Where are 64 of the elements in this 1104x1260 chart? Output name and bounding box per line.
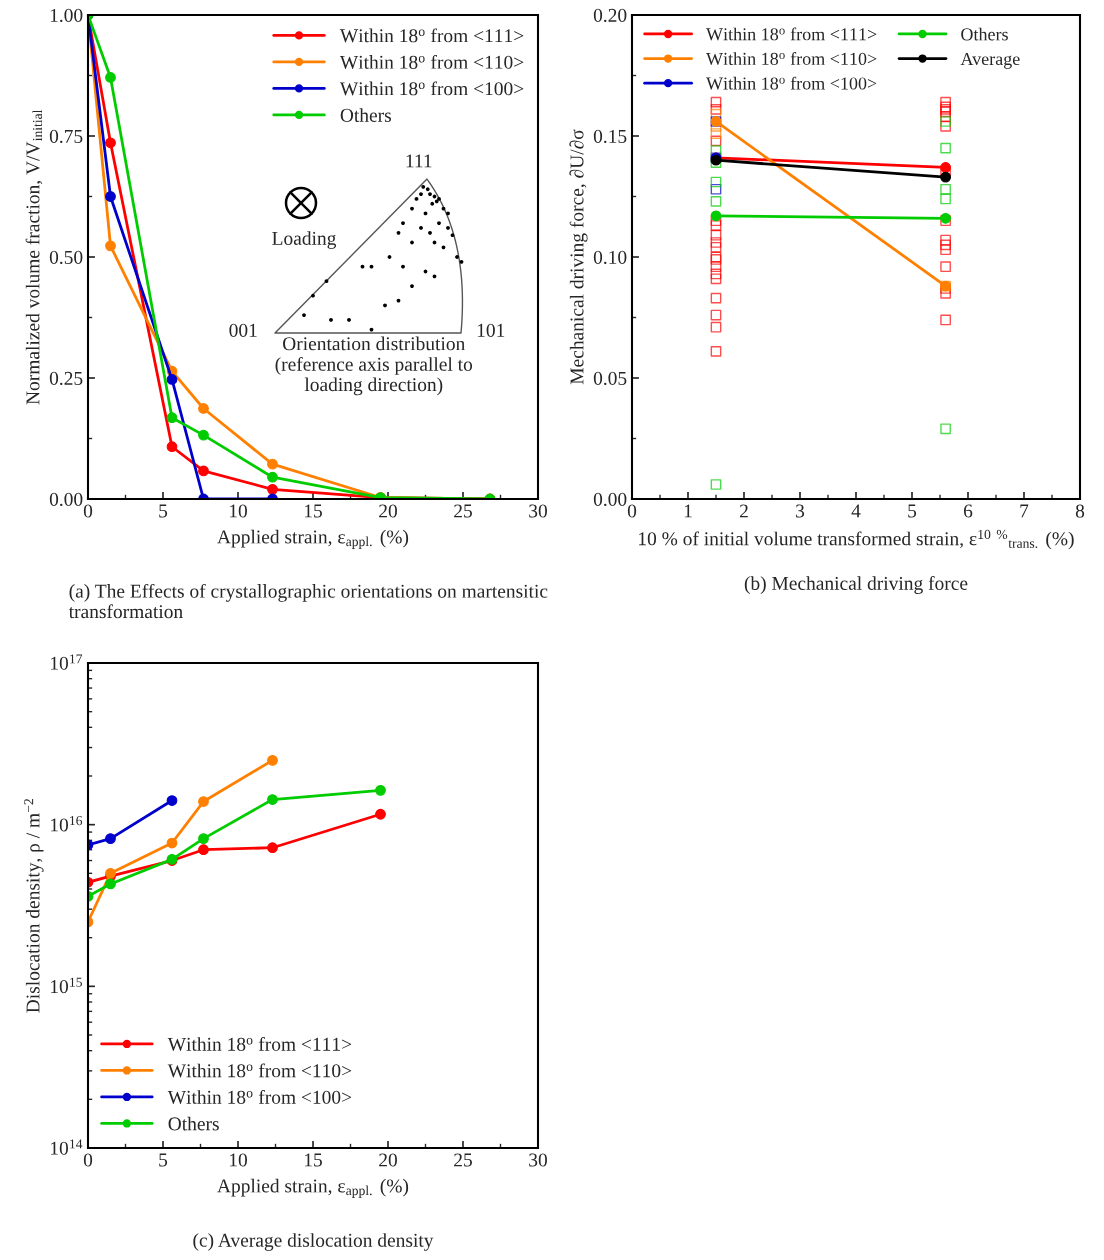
y-tick-label: 0.00	[49, 492, 83, 507]
y-tick-label: 0.05	[593, 371, 627, 386]
y-tick-label: 0.75	[49, 129, 83, 144]
legend-label: Others	[168, 1116, 219, 1131]
x-tick-label: 30	[529, 1153, 547, 1167]
x-axis-title: Applied strain, ε$_{appl.}$ (%)	[217, 529, 409, 549]
y-axis-title: Mechanical driving force, ∂U/∂σ	[569, 129, 588, 385]
x-tick-label: 5	[908, 504, 917, 518]
x-tick-label: 10	[229, 504, 247, 518]
annotation: Orientation distribution (reference axis parallel to loading direction)	[275, 336, 473, 396]
x-tick-label: 5	[159, 504, 168, 518]
y-tick-label: 0.10	[593, 250, 627, 265]
x-axis-title: 10 % of initial volume transformed strain, ε$^{10 %}$$_{trans.}$ (%)	[639, 529, 1074, 550]
annotation: Loading	[272, 231, 337, 249]
x-tick-label: 4	[851, 504, 861, 518]
x-tick-label: 25	[454, 1153, 472, 1167]
y-tick-label: 0.20	[593, 8, 627, 23]
x-tick-label: 8	[1075, 504, 1085, 518]
x-tick-label: 0	[83, 504, 93, 518]
x-tick-label: 1	[684, 504, 692, 518]
y-tick-label: 10$^{16}$	[51, 816, 83, 832]
x-tick-label: 0	[627, 504, 637, 518]
text: (b) Mechanical driving force	[744, 576, 968, 594]
x-tick-label: 20	[379, 1153, 397, 1167]
x-tick-label: 30	[529, 504, 547, 518]
y-tick-label: 10$^{15}$	[51, 977, 82, 994]
y-tick-label: 0.25	[49, 371, 83, 386]
x-tick-label: 25	[454, 504, 472, 518]
legend-label: Within 18$^{o}$ from <100>	[706, 76, 877, 90]
y-axis-title: Normalized volume fraction, V/V$_{initial}$	[25, 109, 43, 405]
x-tick-label: 15	[304, 504, 322, 518]
x-axis-title: Applied strain, ε$_{appl.}$ (%)	[217, 1178, 409, 1198]
legend-label: Within 18$^{o}$ from <100>	[339, 81, 524, 96]
x-tick-label: 20	[379, 504, 397, 518]
legend-label: Within 18$^{o}$ from <110>	[339, 54, 524, 69]
legend-label: Within 18$^{o}$ from <111>	[706, 27, 877, 41]
text: (c) Average dislocation density	[193, 1233, 434, 1251]
text: (a) The Effects of crystallographic orientations on martensitic transformation	[68, 583, 548, 619]
y-tick-label: 0.50	[49, 250, 83, 265]
legend-label: Others	[340, 108, 391, 122]
x-tick-label: 2	[739, 504, 748, 518]
x-tick-label: 0	[83, 1153, 93, 1167]
x-tick-label: 15	[304, 1153, 322, 1167]
annotation: 111	[406, 154, 432, 168]
legend-label: Within 18$^{o}$ from <111>	[167, 1036, 352, 1051]
y-tick-label: 0.00	[593, 492, 627, 507]
y-tick-label: 1.00	[50, 8, 83, 23]
legend-label: Within 18$^{o}$ from <100>	[167, 1089, 352, 1104]
legend-label: Average	[960, 52, 1020, 69]
y-axis-title: Dislocation density, ρ / m$^{−2}$	[24, 798, 44, 1013]
annotation: 101	[477, 323, 505, 337]
legend-label: Others	[961, 27, 1008, 41]
x-tick-label: 10	[229, 1153, 247, 1167]
y-tick-label: 0.15	[593, 129, 627, 144]
x-tick-label: 5	[159, 1153, 168, 1167]
legend-label: Within 18$^{o}$ from <110>	[706, 52, 877, 66]
legend-label: Within 18$^{o}$ from <110>	[167, 1063, 352, 1078]
x-tick-label: 7	[1020, 504, 1029, 518]
x-tick-label: 6	[963, 504, 973, 518]
x-tick-label: 3	[796, 504, 805, 518]
annotation: 001	[229, 323, 257, 337]
y-tick-label: 10$^{14}$	[51, 1139, 83, 1155]
y-tick-label: 10$^{17}$	[51, 654, 83, 670]
legend-label: Within 18$^{o}$ from <111>	[339, 28, 524, 43]
